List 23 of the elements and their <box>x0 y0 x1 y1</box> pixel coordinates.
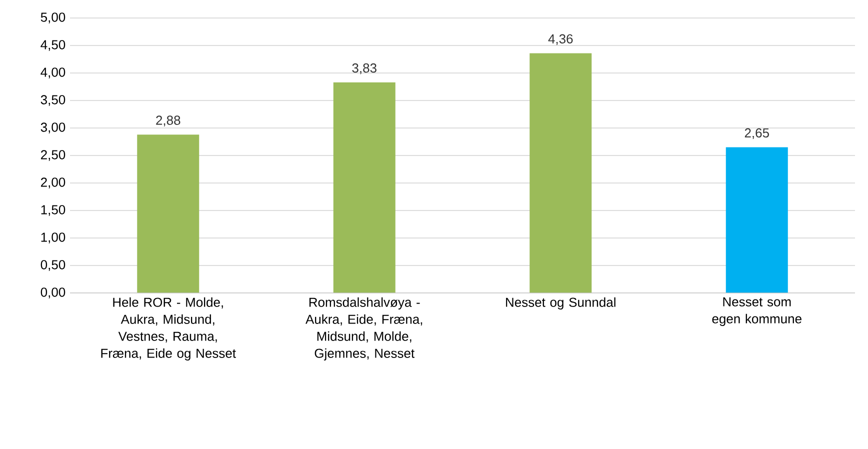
y-tick-label: 0,00 <box>40 288 66 298</box>
y-tick-label: 3,00 <box>40 122 66 134</box>
bar <box>726 147 788 293</box>
y-tick-label: 4,00 <box>40 68 66 78</box>
bar <box>530 53 592 293</box>
data-label: 3,83 <box>352 63 376 74</box>
data-label: 4,36 <box>548 34 573 45</box>
x-tick-label: Romsdalshalvøya - Aukra, Eide, Fræna, Midsund, Molde, Gjemnes, Nesset <box>306 297 422 360</box>
bar <box>137 134 200 293</box>
x-tick-label: Hele ROR - Molde, Aukra, Midsund, Vestnes, Rauma, Fræna, Eide og Nesset <box>101 297 236 360</box>
data-label: 2,88 <box>156 116 180 126</box>
x-tick-label: Nesset og Sunndal <box>506 297 616 310</box>
y-tick-label: 5,00 <box>40 12 66 24</box>
y-tick-label: 0,50 <box>40 260 66 271</box>
x-tick-label: Nesset som egen kommune <box>712 297 802 326</box>
y-tick-label: 1,50 <box>41 205 66 216</box>
y-tick-label: 4,50 <box>40 40 66 51</box>
y-tick-label: 2,00 <box>40 178 66 188</box>
y-tick-label: 3,50 <box>40 95 66 106</box>
y-tick-label: 1,00 <box>41 232 66 244</box>
data-label: 2,65 <box>744 128 769 140</box>
bar <box>333 82 396 293</box>
y-tick-label: 2,50 <box>40 150 66 161</box>
